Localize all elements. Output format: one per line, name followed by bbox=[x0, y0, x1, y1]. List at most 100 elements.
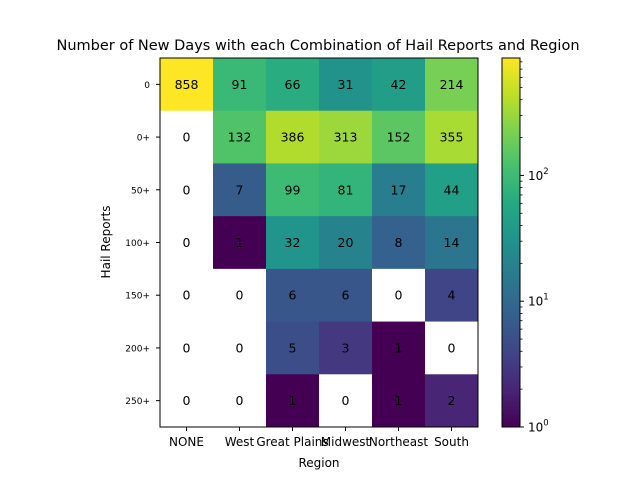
y-axis-label: Hail Reports bbox=[99, 206, 113, 279]
cell-value-label: 1 bbox=[395, 393, 403, 408]
colorbar-tick-label: 102 bbox=[528, 167, 549, 183]
cell-value-label: 0 bbox=[183, 235, 191, 250]
cell-value-label: 1 bbox=[395, 340, 403, 355]
cell-value-label: 1 bbox=[236, 235, 244, 250]
heatmap-cell bbox=[213, 58, 267, 112]
cell-value-label: 20 bbox=[338, 235, 354, 250]
cell-value-label: 32 bbox=[285, 235, 301, 250]
heatmap-cell bbox=[213, 321, 267, 375]
cell-value-label: 132 bbox=[228, 130, 252, 145]
cell-value-label: 8 bbox=[395, 235, 403, 250]
heatmap-cell bbox=[425, 110, 479, 164]
heatmap-cell bbox=[160, 216, 214, 270]
colorbar-ticks: 100 101 102 bbox=[520, 61, 549, 435]
cell-value-label: 14 bbox=[444, 235, 460, 250]
chart-title: Number of New Days with each Combination… bbox=[56, 38, 579, 54]
cell-value-label: 31 bbox=[338, 77, 354, 92]
heatmap-cells bbox=[160, 58, 479, 428]
heatmap-cell bbox=[372, 374, 426, 428]
x-tick-label: NONE bbox=[169, 435, 204, 449]
heatmap-cell bbox=[160, 163, 214, 217]
cell-value-label: 4 bbox=[448, 288, 456, 303]
y-tick-label: 150+ bbox=[125, 292, 150, 302]
heatmap-cell bbox=[319, 321, 373, 375]
cell-value-label: 0 bbox=[183, 340, 191, 355]
cell-value-label: 0 bbox=[183, 288, 191, 303]
y-tick-label: 100+ bbox=[125, 239, 150, 249]
heatmap-cell bbox=[160, 374, 214, 428]
cell-value-label: 386 bbox=[281, 130, 305, 145]
heatmap-cell bbox=[266, 216, 320, 270]
y-tick-label: 50+ bbox=[131, 186, 150, 196]
cell-value-label: 0 bbox=[236, 393, 244, 408]
heatmap-cell bbox=[213, 268, 267, 322]
cell-value-label: 91 bbox=[232, 77, 248, 92]
heatmap-cell bbox=[319, 374, 373, 428]
cell-value-label: 66 bbox=[285, 77, 301, 92]
cell-value-label: 152 bbox=[387, 130, 411, 145]
x-tick-label: Great Plains bbox=[256, 435, 328, 449]
cell-value-label: 7 bbox=[236, 182, 244, 197]
heatmap-cell bbox=[425, 58, 479, 112]
cell-value-label: 0 bbox=[183, 130, 191, 145]
cell-value-label: 44 bbox=[444, 182, 460, 197]
x-tick-label: West bbox=[225, 435, 255, 449]
cell-value-label: 1 bbox=[289, 393, 297, 408]
heatmap-cell bbox=[425, 163, 479, 217]
cell-value-label: 99 bbox=[285, 182, 301, 197]
colorbar-tick-label: 101 bbox=[528, 293, 549, 309]
heatmap-cell bbox=[372, 216, 426, 270]
y-tick-label: 250+ bbox=[125, 397, 150, 407]
cell-value-label: 6 bbox=[289, 288, 297, 303]
heatmap-cell bbox=[160, 58, 214, 112]
cell-value-label: 0 bbox=[183, 393, 191, 408]
cell-value-label: 42 bbox=[391, 77, 407, 92]
x-tick-label: Midwest bbox=[321, 435, 371, 449]
heatmap-cell bbox=[266, 163, 320, 217]
heatmap-cell bbox=[266, 58, 320, 112]
heatmap-cell bbox=[425, 216, 479, 270]
heatmap-cell bbox=[160, 110, 214, 164]
y-tick-label: 200+ bbox=[125, 344, 150, 354]
cell-value-label: 0 bbox=[342, 393, 350, 408]
heatmap-cell bbox=[266, 110, 320, 164]
heatmap-cell bbox=[372, 58, 426, 112]
cell-value-label: 3 bbox=[342, 340, 350, 355]
heatmap-cell bbox=[213, 216, 267, 270]
x-axis-label: Region bbox=[298, 456, 339, 470]
cell-value-label: 214 bbox=[440, 77, 464, 92]
heatmap-cell bbox=[213, 110, 267, 164]
heatmap-cell bbox=[319, 216, 373, 270]
heatmap-cell bbox=[160, 321, 214, 375]
cell-value-label: 858 bbox=[175, 77, 199, 92]
heatmap-cell bbox=[266, 321, 320, 375]
cell-value-label: 2 bbox=[448, 393, 456, 408]
heatmap-cell bbox=[213, 163, 267, 217]
cell-value-label: 0 bbox=[236, 288, 244, 303]
heatmap-cell bbox=[372, 110, 426, 164]
colorbar bbox=[501, 57, 521, 428]
heatmap-cell bbox=[213, 374, 267, 428]
cell-value-label: 6 bbox=[342, 288, 350, 303]
cell-value-label: 17 bbox=[391, 182, 407, 197]
heatmap-cell bbox=[372, 163, 426, 217]
x-tick-label: South bbox=[434, 435, 469, 449]
heatmap-cell bbox=[372, 268, 426, 322]
heatmap-cell bbox=[425, 321, 479, 375]
cell-value-label: 0 bbox=[183, 182, 191, 197]
heatmap-cell bbox=[160, 268, 214, 322]
heatmap-cell bbox=[319, 110, 373, 164]
heatmap-cell bbox=[266, 374, 320, 428]
heatmap-cell bbox=[319, 163, 373, 217]
y-tick-label: 0 bbox=[144, 81, 150, 91]
colorbar-tick-label: 100 bbox=[528, 419, 549, 435]
cell-value-label: 355 bbox=[440, 130, 464, 145]
cell-value-label: 0 bbox=[395, 288, 403, 303]
heatmap-cell bbox=[425, 268, 479, 322]
heatmap-cell bbox=[372, 321, 426, 375]
y-tick-label: 0+ bbox=[137, 134, 150, 144]
heatmap-cell bbox=[319, 268, 373, 322]
